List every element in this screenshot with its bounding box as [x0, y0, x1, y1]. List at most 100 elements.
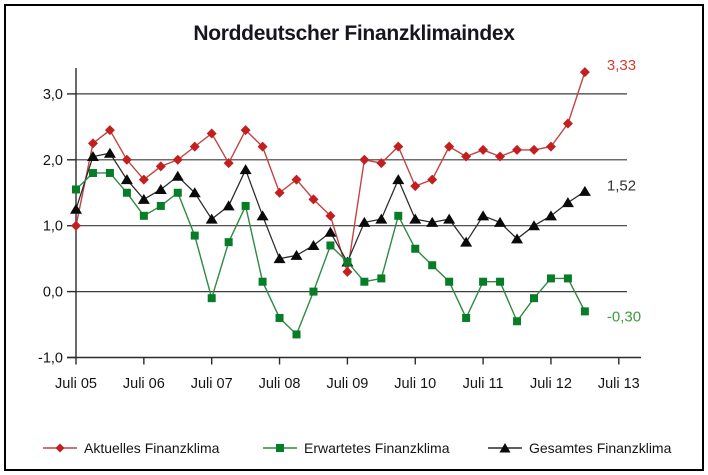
data-point-square	[462, 313, 471, 322]
data-point-square	[139, 211, 148, 220]
data-point-square	[190, 231, 199, 240]
data-point-diamond	[444, 141, 455, 152]
data-point-triangle	[375, 213, 388, 224]
data-point-triangle	[392, 174, 405, 185]
data-point-triangle	[273, 253, 286, 264]
data-point-triangle	[460, 236, 473, 247]
legend-label-aktuelles: Aktuelles Finanzklima	[84, 440, 220, 456]
data-point-triangle	[154, 183, 167, 194]
legend-marker-erwartetes	[263, 444, 297, 452]
legend-marker-gesamtes	[488, 443, 522, 453]
y-tick-label: 3,0	[43, 87, 63, 103]
data-point-square	[546, 274, 555, 283]
data-point-diamond	[359, 154, 370, 165]
y-tick-label: -1,0	[38, 351, 63, 367]
y-tick-label: 1,0	[43, 219, 63, 235]
data-point-diamond	[376, 158, 387, 169]
data-point-diamond	[393, 141, 404, 152]
data-point-diamond	[325, 210, 336, 221]
x-tick-label: Juli 07	[191, 376, 233, 392]
data-point-square	[343, 257, 352, 266]
data-point-diamond	[579, 67, 590, 78]
data-point-square	[513, 317, 522, 326]
series-line-erwartetes-finanzklima	[75, 172, 586, 336]
data-point-triangle	[477, 210, 490, 221]
data-point-square	[580, 307, 589, 316]
data-point-diamond	[461, 151, 472, 162]
data-point-square	[122, 188, 131, 197]
square-icon	[276, 444, 284, 452]
data-point-triangle	[70, 203, 82, 214]
data-point-diamond	[512, 144, 523, 155]
y-tick-label: 0,0	[43, 285, 63, 301]
legend-item-aktuelles-finanzklima: Aktuelles Finanzklima	[43, 439, 219, 457]
legend-label-erwartetes: Erwartetes Finanzklima	[304, 440, 450, 456]
data-point-square	[428, 261, 437, 270]
data-point-diamond	[274, 187, 285, 198]
data-point-square	[479, 277, 488, 286]
data-point-square	[563, 274, 572, 283]
data-point-diamond	[562, 118, 573, 129]
data-point-diamond	[410, 181, 421, 192]
x-tick-label: Juli 10	[394, 376, 436, 392]
data-point-triangle	[171, 170, 184, 181]
data-point-triangle	[527, 220, 540, 231]
triangle-icon	[499, 443, 511, 453]
data-point-triangle	[358, 216, 371, 227]
data-point-diamond	[87, 138, 98, 149]
data-point-diamond	[121, 154, 132, 165]
data-point-square	[173, 188, 182, 197]
data-point-triangle	[544, 210, 557, 221]
data-point-square	[105, 168, 114, 177]
data-point-diamond	[427, 174, 438, 185]
data-point-triangle	[307, 239, 320, 250]
data-point-diamond	[104, 125, 115, 136]
data-point-square	[258, 277, 267, 286]
data-point-square	[529, 294, 538, 303]
data-point-square	[411, 244, 420, 253]
data-point-square	[156, 201, 165, 210]
data-point-diamond	[478, 144, 489, 155]
x-tick-label: Juli 05	[55, 376, 97, 392]
data-point-diamond	[206, 128, 217, 139]
legend-item-gesamtes-finanzklima: Gesamtes Finanzklima	[488, 439, 671, 457]
data-point-square	[275, 313, 284, 322]
data-point-square	[309, 287, 318, 296]
data-point-triangle	[86, 151, 99, 162]
data-point-diamond	[342, 266, 353, 277]
data-point-square	[292, 330, 301, 339]
data-point-triangle	[443, 213, 456, 224]
data-point-triangle	[103, 147, 116, 158]
legend-label-gesamtes: Gesamtes Finanzklima	[529, 440, 672, 456]
y-tick-label: 2,0	[43, 153, 63, 169]
data-point-triangle	[426, 216, 439, 227]
end-label-erwartetes-finanzklima: -0,30	[607, 308, 641, 325]
diamond-icon	[55, 443, 65, 453]
data-point-square	[496, 277, 505, 286]
data-point-triangle	[256, 210, 269, 221]
x-tick-label: Juli 09	[326, 376, 368, 392]
x-tick-label: Juli 12	[530, 376, 572, 392]
data-point-triangle	[561, 197, 574, 208]
data-point-diamond	[71, 220, 81, 231]
x-tick-label: Juli 13	[598, 376, 640, 392]
data-point-diamond	[291, 174, 302, 185]
data-point-triangle	[409, 213, 422, 224]
data-point-triangle	[222, 200, 235, 211]
data-point-square	[394, 211, 403, 220]
data-point-triangle	[290, 249, 303, 260]
data-point-square	[72, 185, 80, 194]
data-point-diamond	[172, 154, 183, 165]
data-point-diamond	[240, 125, 251, 136]
data-point-diamond	[155, 161, 166, 172]
data-point-diamond	[257, 141, 268, 152]
data-point-diamond	[189, 141, 200, 152]
data-point-triangle	[205, 213, 218, 224]
data-point-triangle	[239, 164, 252, 175]
data-point-triangle	[120, 174, 133, 185]
end-label-aktuelles-finanzklima: 3,33	[607, 57, 636, 74]
data-point-square	[224, 238, 233, 247]
data-point-diamond	[223, 158, 234, 169]
